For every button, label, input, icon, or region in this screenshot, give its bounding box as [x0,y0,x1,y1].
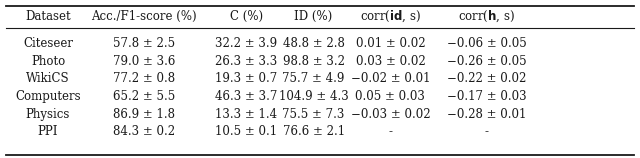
Text: 32.2 ± 3.9: 32.2 ± 3.9 [215,37,278,50]
Text: 84.3 ± 0.2: 84.3 ± 0.2 [113,125,175,138]
Text: -: - [388,125,392,138]
Text: −0.26 ± 0.05: −0.26 ± 0.05 [447,55,526,68]
Text: 104.9 ± 4.3: 104.9 ± 4.3 [279,90,348,103]
Text: Physics: Physics [26,108,70,121]
Text: 79.0 ± 3.6: 79.0 ± 3.6 [113,55,175,68]
Text: 76.6 ± 2.1: 76.6 ± 2.1 [282,125,345,138]
Text: Citeseer: Citeseer [23,37,73,50]
Text: 10.5 ± 0.1: 10.5 ± 0.1 [215,125,278,138]
Text: 0.03 ± 0.02: 0.03 ± 0.02 [356,55,425,68]
Text: 46.3 ± 3.7: 46.3 ± 3.7 [215,90,278,103]
Text: corr($\mathbf{h}$, s): corr($\mathbf{h}$, s) [458,9,515,24]
Text: C (%): C (%) [230,10,263,23]
Text: 75.7 ± 4.9: 75.7 ± 4.9 [282,72,345,85]
Text: 98.8 ± 3.2: 98.8 ± 3.2 [283,55,344,68]
Text: Acc./F1-score (%): Acc./F1-score (%) [91,10,197,23]
Text: 77.2 ± 0.8: 77.2 ± 0.8 [113,72,175,85]
Text: 65.2 ± 5.5: 65.2 ± 5.5 [113,90,175,103]
Text: 19.3 ± 0.7: 19.3 ± 0.7 [215,72,278,85]
Text: −0.06 ± 0.05: −0.06 ± 0.05 [447,37,526,50]
Text: −0.28 ± 0.01: −0.28 ± 0.01 [447,108,526,121]
Text: 13.3 ± 1.4: 13.3 ± 1.4 [215,108,278,121]
Text: 0.05 ± 0.03: 0.05 ± 0.03 [355,90,426,103]
Text: Dataset: Dataset [25,10,71,23]
Text: Computers: Computers [15,90,81,103]
Text: 26.3 ± 3.3: 26.3 ± 3.3 [215,55,278,68]
Text: −0.02 ± 0.01: −0.02 ± 0.01 [351,72,430,85]
Text: −0.17 ± 0.03: −0.17 ± 0.03 [447,90,526,103]
Text: 48.8 ± 2.8: 48.8 ± 2.8 [283,37,344,50]
Text: PPI: PPI [38,125,58,138]
Text: 0.01 ± 0.02: 0.01 ± 0.02 [356,37,425,50]
Text: corr($\mathbf{id}$, s): corr($\mathbf{id}$, s) [360,9,421,24]
Text: 86.9 ± 1.8: 86.9 ± 1.8 [113,108,175,121]
Text: 57.8 ± 2.5: 57.8 ± 2.5 [113,37,175,50]
Text: -: - [484,125,488,138]
Text: ID (%): ID (%) [294,10,333,23]
Text: 75.5 ± 7.3: 75.5 ± 7.3 [282,108,345,121]
Text: Photo: Photo [31,55,65,68]
Text: −0.22 ± 0.02: −0.22 ± 0.02 [447,72,526,85]
Text: −0.03 ± 0.02: −0.03 ± 0.02 [351,108,430,121]
Text: WikiCS: WikiCS [26,72,70,85]
